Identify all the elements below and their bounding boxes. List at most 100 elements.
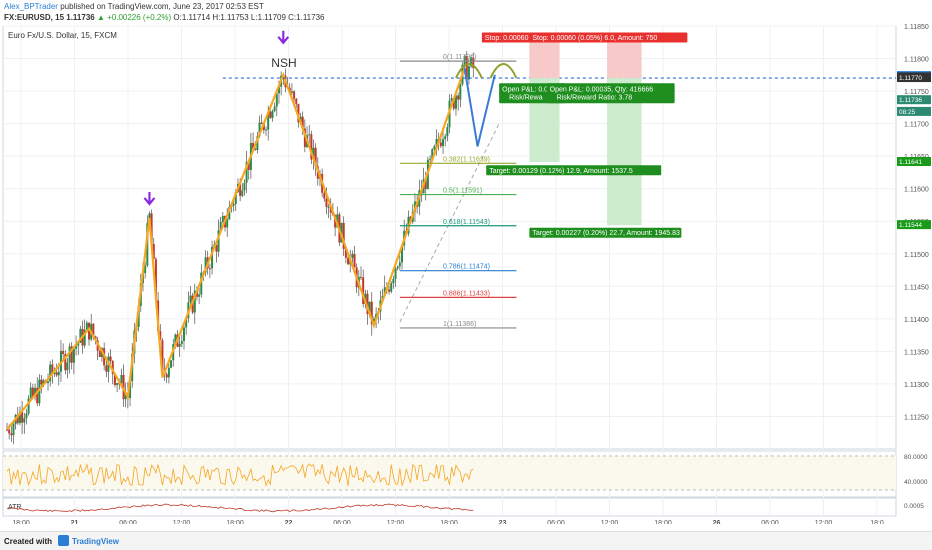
stop-label-2: Stop: 0.00060 (0.05%) 6.0, Amount: 750 [532, 35, 657, 42]
candle [360, 266, 362, 281]
candle [247, 162, 250, 180]
author-name[interactable]: Alex_BPTrader [4, 2, 58, 11]
candle [310, 130, 313, 164]
candle [27, 395, 30, 416]
candle-body [21, 411, 24, 423]
y-tick-label: 1.11500 [904, 252, 929, 259]
candle-body [267, 111, 270, 130]
candle [353, 245, 356, 268]
candle-body [401, 245, 404, 263]
time-axis: 18:00 21 06:00 12:00 18:00 22 06:00 12:00 18:00 2… [12, 520, 884, 527]
target-label-2: Target: 0.00227 (0.20%) 22.7, Amount: 19… [532, 230, 680, 237]
candle-body [439, 142, 442, 147]
x-tick-label: 18:00 [226, 520, 244, 524]
candle-body [271, 111, 274, 118]
candle-body [92, 323, 95, 337]
candle [243, 179, 246, 196]
candle [62, 343, 65, 361]
candle-body [25, 413, 28, 419]
candle-body [51, 364, 54, 374]
candle-body [64, 354, 67, 371]
candle-body [290, 91, 293, 93]
candle-body [215, 244, 218, 252]
candle [459, 79, 462, 108]
candle [295, 97, 298, 109]
fib-level-label: 0(1.11796) [443, 54, 476, 61]
candle [390, 281, 393, 294]
candle-body [217, 230, 220, 252]
y-tick-label: 1.11250 [904, 414, 929, 421]
candle-body [174, 334, 177, 345]
candle-body [260, 122, 263, 125]
candle [72, 347, 75, 375]
x-tick-label: 06:00 [119, 520, 137, 524]
candle [21, 400, 24, 434]
candle [208, 263, 211, 279]
candle-body [193, 290, 196, 313]
x-tick-label: 18:00 [440, 520, 458, 524]
candle-body [38, 379, 41, 404]
trend-dashed-line [399, 123, 500, 323]
candle [66, 357, 69, 379]
candle-body [433, 146, 436, 150]
candle-body [347, 257, 350, 265]
candle [144, 261, 147, 279]
tradingview-brand[interactable]: TradingView [72, 537, 119, 546]
candle-body [109, 356, 112, 361]
candle-body [167, 367, 170, 378]
candle-body [159, 331, 162, 341]
y-tick-label: 1.11350 [904, 349, 929, 356]
candle [25, 408, 28, 425]
target-label-2-bg [529, 227, 682, 238]
price-marker [897, 106, 931, 116]
candle-body [390, 283, 393, 292]
candle [18, 406, 21, 426]
target-label-1-bg [486, 165, 662, 176]
x-tick-label: 12:00 [173, 520, 191, 524]
candle-body [273, 106, 276, 112]
candle-body [6, 429, 8, 431]
candle-body [189, 295, 192, 303]
candle-body [62, 350, 65, 355]
candle [64, 350, 67, 375]
candle [221, 211, 224, 225]
x-tick-label: 12:00 [815, 520, 833, 524]
fib-level-label: 0.786(1.11474) [443, 264, 490, 271]
candle-body [88, 322, 91, 340]
candle-body [42, 380, 45, 385]
chart-header: Alex_BPTrader published on TradingView.c… [0, 0, 932, 24]
stop-label-1: Stop: 0.00060 [485, 35, 529, 42]
candle-body [366, 293, 369, 314]
candle [68, 343, 71, 374]
candle [435, 129, 438, 156]
last-price: 1.11736 [66, 13, 95, 22]
openpl-label-1a: Open P&L: 0.00 [502, 86, 552, 93]
candle-body [170, 360, 173, 368]
candle-body [277, 86, 280, 94]
shoulder-arc-left [455, 63, 483, 79]
candle-body [211, 246, 214, 269]
candle-body [23, 418, 26, 423]
candle [271, 109, 274, 122]
candle [314, 143, 317, 176]
candle-body [450, 98, 453, 101]
candle [273, 102, 276, 113]
candle-body [429, 158, 432, 160]
candle [189, 286, 192, 308]
candle [442, 129, 445, 154]
price-chart[interactable]: Euro Fx/U.S. Dollar, 15, FXCM 0(1.11796) 0… [0, 24, 932, 527]
chart-title: Euro Fx/U.S. Dollar, 15, FXCM [8, 31, 117, 40]
candle [245, 150, 248, 194]
candle-body [105, 365, 108, 372]
candle-body [200, 272, 203, 295]
candle-body [234, 191, 237, 205]
chart-area[interactable]: Euro Fx/U.S. Dollar, 15, FXCM 0(1.11796) 0… [0, 24, 932, 527]
candle-body [152, 243, 155, 260]
candle-body [424, 179, 427, 189]
candle-body [10, 433, 13, 436]
candle-body [27, 398, 30, 414]
x-tick-label: 06:00 [761, 520, 779, 524]
candle [241, 183, 244, 198]
y-tick-label: 1.11450 [904, 284, 929, 291]
candle-body [310, 134, 313, 160]
